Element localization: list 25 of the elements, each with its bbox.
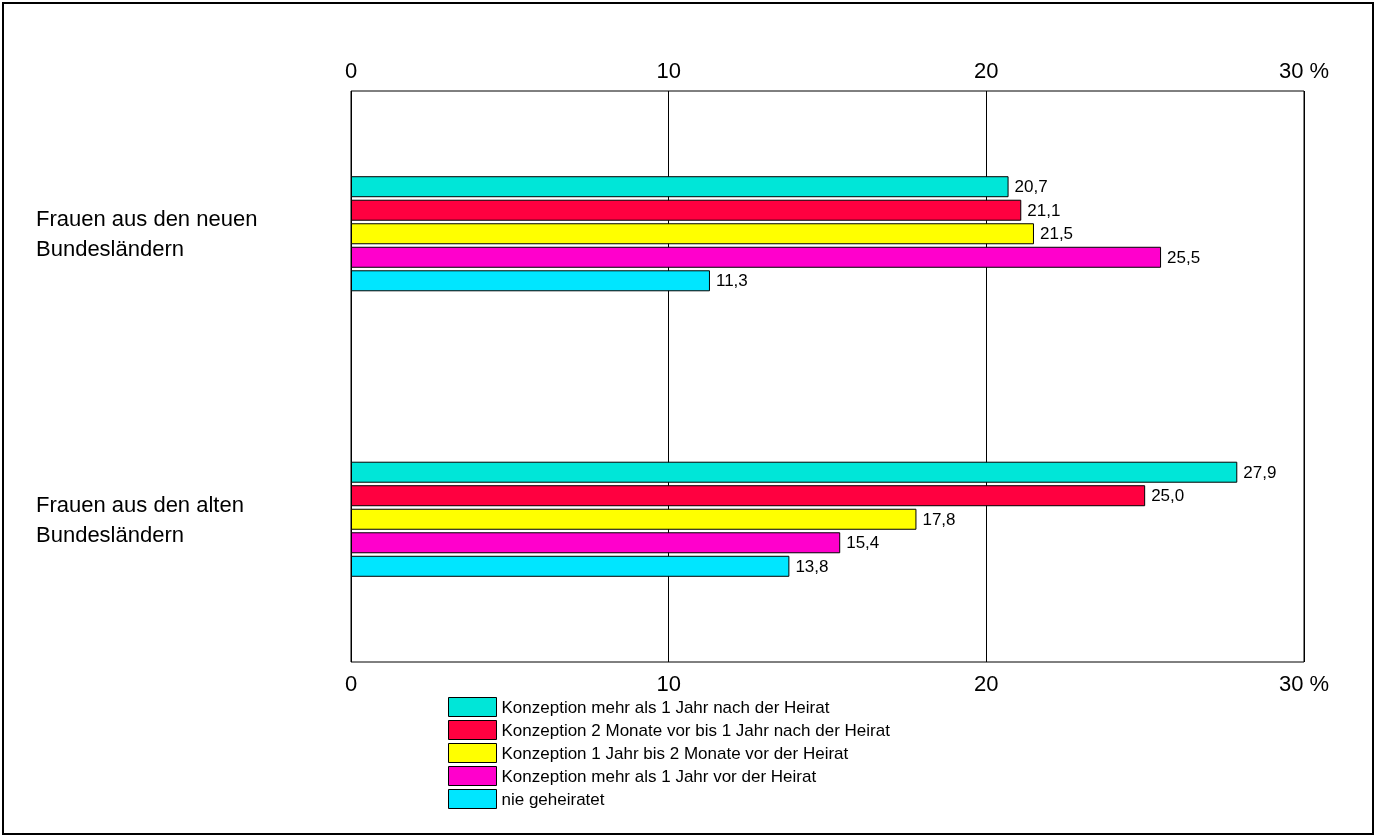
x2-tick-label: 0	[344, 57, 358, 83]
data-label: 17,8	[922, 509, 956, 529]
y-tick-label: Frauen aus den alten Bundesländern	[36, 491, 244, 547]
legend-label: Konzeption 2 Monate vor bis 1 Jahr nach der Heirat	[501, 720, 891, 740]
legend-label: Konzeption 1 Jahr bis 2 Monate vor der Heirat	[501, 743, 849, 763]
data-label: 21,1	[1027, 200, 1061, 220]
legend-label: nie geheiratet	[501, 789, 605, 809]
data-label: 20,7	[1014, 177, 1048, 197]
data-label: 21,5	[1039, 224, 1074, 244]
x-tick-label: 20	[974, 670, 999, 696]
data-label: 27,9	[1243, 462, 1277, 482]
legend-label: Konzeption mehr als 1 Jahr nach der Heirat	[501, 697, 830, 717]
data-label: 25,0	[1151, 486, 1185, 506]
x-tick-label: 10	[656, 670, 681, 696]
x2-tick-label: 20	[974, 57, 999, 83]
x-tick-label: 0	[344, 670, 358, 696]
data-label: 15,4	[846, 533, 880, 553]
legend-label: Konzeption mehr als 1 Jahr vor der Heirat	[501, 766, 817, 786]
x2-tick-label: 10	[656, 57, 681, 83]
data-label: 11,3	[715, 271, 748, 291]
x-tick-label: 30 %	[1278, 670, 1330, 696]
data-label: 25,5	[1167, 247, 1201, 267]
y-tick-label: Frauen aus den neuen Bundesländern	[36, 206, 258, 262]
data-label: 13,8	[795, 556, 829, 576]
x2-tick-label: 30 %	[1278, 57, 1330, 83]
